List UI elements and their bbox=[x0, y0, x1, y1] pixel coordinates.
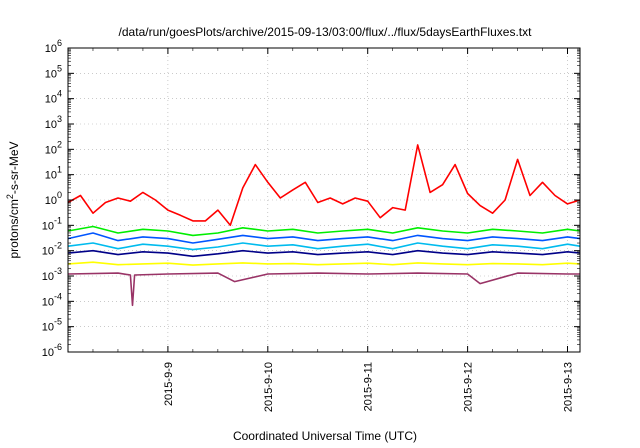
y-tick-label: 105 bbox=[45, 63, 62, 80]
y-axis-label: protons/cm2-s-sr-MeV bbox=[5, 141, 21, 258]
series-lines bbox=[67, 144, 581, 307]
x-tick-label: 2015-9-13 bbox=[563, 362, 575, 412]
x-axis-label: Coordinated Universal Time (UTC) bbox=[233, 429, 417, 443]
y-tick-label: 10-2 bbox=[42, 241, 62, 258]
y-tick-label: 103 bbox=[45, 114, 62, 131]
y-tick-label: 104 bbox=[45, 89, 62, 106]
series-line bbox=[67, 232, 581, 244]
x-tick-label: 2015-9-11 bbox=[363, 362, 375, 411]
y-tick-label: 10-4 bbox=[42, 291, 62, 308]
series-line bbox=[67, 272, 580, 307]
series-line bbox=[67, 249, 581, 258]
series-line bbox=[67, 242, 581, 251]
x-axis-ticks: 2015-9-9 2015-9-10 2015-9-11 2015-9-12 2015-… bbox=[92, 48, 575, 412]
y-tick-label: 10-1 bbox=[42, 215, 62, 232]
x-tick-label: 2015-9-12 bbox=[463, 362, 475, 412]
x-tick-label: 2015-9-10 bbox=[263, 362, 275, 412]
chart-title: /data/run/goesPlots/archive/2015-09-13/0… bbox=[119, 25, 533, 39]
series-line bbox=[67, 225, 581, 237]
y-tick-label: 102 bbox=[45, 139, 62, 156]
y-tick-label: 100 bbox=[45, 190, 62, 207]
y-tick-label: 10-6 bbox=[42, 342, 62, 359]
y-tick-label: 10-3 bbox=[42, 266, 62, 283]
y-tick-label: 106 bbox=[45, 38, 62, 55]
series-line bbox=[67, 144, 581, 227]
y-tick-label: 101 bbox=[45, 165, 62, 182]
series-line bbox=[67, 261, 581, 266]
x-tick-label: 2015-9-9 bbox=[163, 362, 175, 406]
y-tick-label: 10-5 bbox=[42, 317, 62, 334]
